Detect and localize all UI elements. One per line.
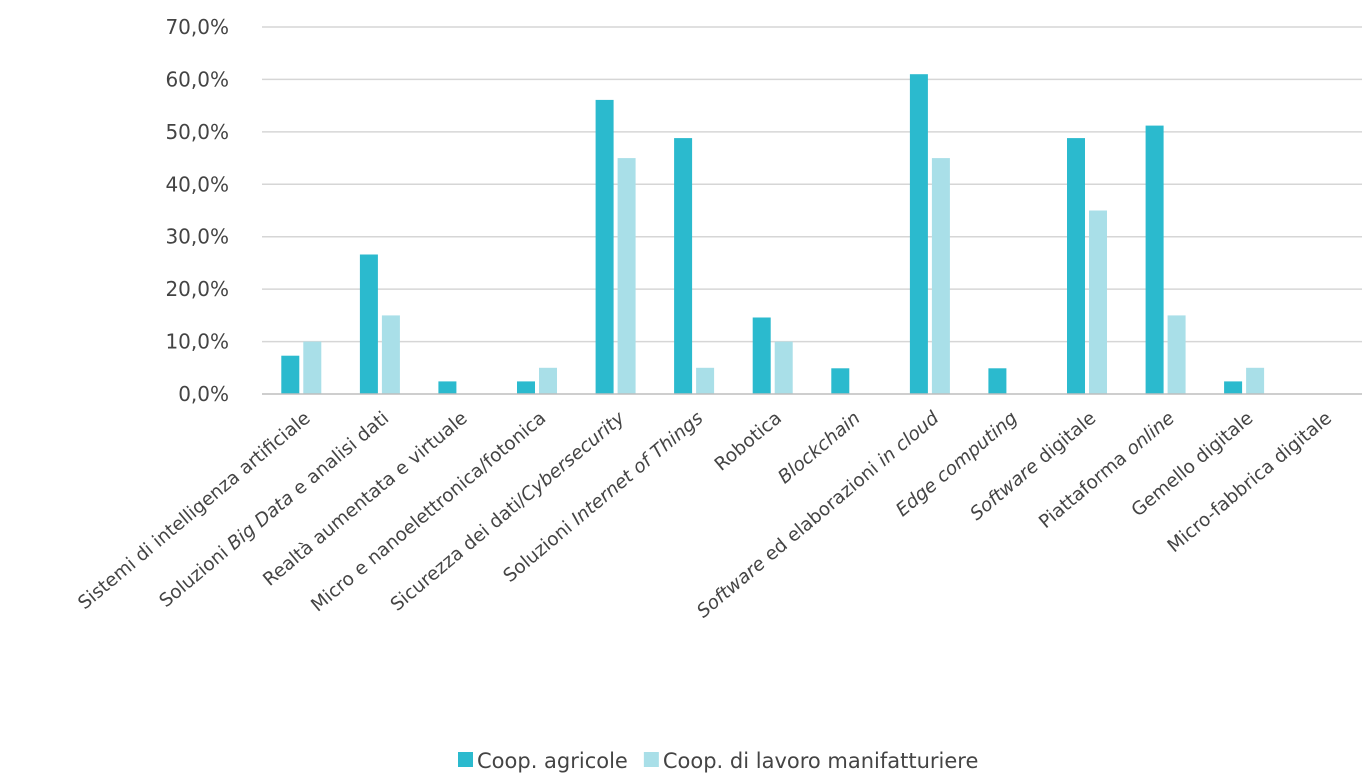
category-label: Micro-fabbrica digitale xyxy=(1164,408,1336,557)
legend-swatch xyxy=(643,752,659,767)
bar xyxy=(1067,138,1085,394)
bar xyxy=(303,341,322,394)
y-axis-tick-labels: 0,0% 10,0% 20,0% 30,0% 40,0% 50,0% 60,0% 70,0% xyxy=(165,15,229,406)
bar xyxy=(517,381,535,394)
bar xyxy=(595,99,614,395)
bar xyxy=(1145,125,1164,394)
y-tick-label: 60,0% xyxy=(165,67,229,91)
category-label: Piattaforma online xyxy=(1035,408,1179,533)
bar xyxy=(696,367,715,394)
legend-label: Coop. agricole xyxy=(477,749,628,773)
bar xyxy=(774,341,793,394)
bar xyxy=(1167,315,1186,394)
bar xyxy=(674,138,693,394)
gridlines xyxy=(262,26,1362,343)
bar xyxy=(359,254,378,394)
bar xyxy=(1089,210,1107,394)
legend-swatch xyxy=(458,752,473,767)
category-labels: Sistemi di intelligenza artificialeSoluz… xyxy=(74,407,1336,622)
bar xyxy=(617,158,636,394)
bar xyxy=(1224,381,1243,394)
y-tick-label: 50,0% xyxy=(165,120,229,144)
bar xyxy=(831,368,850,394)
bar xyxy=(281,355,300,394)
y-tick-label: 0,0% xyxy=(178,382,229,406)
y-tick-label: 30,0% xyxy=(165,225,229,249)
bar xyxy=(539,367,557,394)
bar xyxy=(931,158,950,394)
bars xyxy=(281,74,1265,395)
bar xyxy=(909,74,928,394)
category-label: Robotica xyxy=(711,408,786,476)
bar xyxy=(1246,367,1265,394)
y-tick-label: 40,0% xyxy=(165,172,229,196)
bar xyxy=(438,381,457,394)
legend-label: Coop. di lavoro manifatturiere xyxy=(663,749,979,773)
legend: Coop. agricole Coop. di lavoro manifattur… xyxy=(458,749,978,773)
bar xyxy=(752,317,771,394)
bar xyxy=(381,315,400,394)
y-tick-label: 20,0% xyxy=(165,277,229,301)
bar xyxy=(988,368,1007,394)
y-tick-label: 10,0% xyxy=(165,330,229,354)
y-tick-label: 70,0% xyxy=(165,15,229,39)
